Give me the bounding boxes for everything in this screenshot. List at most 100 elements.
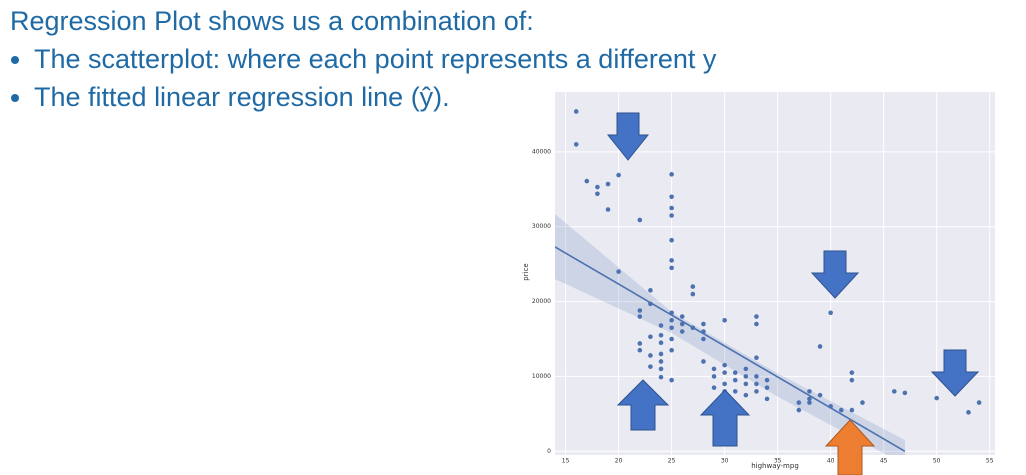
confidence-band: [555, 213, 905, 455]
scatter-point: [711, 366, 717, 372]
scatter-point: [860, 400, 865, 405]
slide-title: Regression Plot shows us a combination o…: [10, 6, 534, 36]
scatter-point: [658, 366, 664, 372]
scatter-point: [669, 237, 674, 243]
x-tick-label: 15: [562, 458, 570, 465]
scatter-point: [637, 314, 643, 319]
scatter-point: [648, 364, 653, 369]
scatter-point: [669, 317, 674, 323]
x-tick-label: 40: [827, 458, 835, 465]
scatter-point: [722, 381, 727, 387]
scatter-point: [669, 172, 674, 177]
scatter-point: [658, 332, 664, 338]
scatter-point: [754, 389, 759, 394]
x-tick-label: 25: [668, 458, 676, 465]
y-tick-label: 40000: [532, 148, 551, 155]
scatter-point: [679, 314, 685, 319]
scatter-point: [605, 207, 611, 212]
scatter-point: [754, 314, 759, 319]
scatter-point: [807, 396, 812, 402]
scatter-point: [711, 374, 717, 379]
scatter-point: [722, 317, 727, 323]
arrows: [606, 112, 980, 475]
scatter-point: [584, 178, 590, 184]
scatter-point: [605, 181, 611, 187]
scatter-point: [743, 392, 749, 398]
scatter-point: [838, 407, 844, 413]
x-tick-label: 55: [986, 458, 994, 465]
x-tick-label: 20: [615, 458, 623, 465]
scatter-point: [722, 362, 727, 368]
x-tick-label: 45: [880, 458, 888, 465]
scatter-point: [669, 258, 674, 263]
regression-line: [555, 246, 906, 452]
y-tick-label: 20000: [532, 298, 551, 305]
arrow-down: [810, 250, 860, 299]
y-axis-label: price: [522, 263, 530, 280]
arrow-down: [606, 112, 650, 161]
scatter-point: [648, 353, 653, 358]
arrow-down: [930, 349, 980, 397]
scatter-point: [732, 377, 738, 383]
scatter-point: [743, 366, 749, 372]
scatter-point: [976, 400, 982, 405]
scatter-point: [648, 288, 653, 293]
scatter-point: [743, 381, 749, 387]
scatter-point: [934, 395, 939, 401]
scatter-point: [669, 347, 674, 353]
scatter-point: [648, 334, 653, 340]
scatter-point: [669, 265, 674, 271]
scatter-point: [754, 381, 759, 387]
scatter-point: [701, 336, 706, 342]
labels: highway-mpg price 15 20 25 30 35 40 45 50 55 0 100…: [522, 148, 994, 470]
x-tick-label: 35: [774, 458, 782, 465]
scatter-point: [849, 370, 855, 375]
scatter-point: [796, 400, 802, 405]
scatter-point: [891, 389, 897, 394]
scatter-point: [764, 377, 770, 383]
scatter-point: [743, 374, 749, 379]
scatter-point: [658, 340, 664, 346]
scatter-point: [764, 396, 770, 402]
x-tick-label: 30: [721, 458, 729, 465]
scatter-point: [637, 308, 643, 313]
scatter-point: [669, 336, 674, 342]
scatter-point: [807, 389, 812, 394]
arrow-up: [616, 379, 670, 431]
scatter-point: [637, 217, 643, 223]
scatter-point: [658, 351, 664, 357]
scatter-point: [711, 385, 717, 390]
arrow-up: [699, 389, 751, 447]
scatter-point: [679, 321, 685, 327]
y-tick-label: 10000: [532, 373, 551, 380]
scatter-point: [732, 389, 738, 394]
scatter-point: [701, 321, 706, 327]
scatter-point: [658, 359, 664, 364]
scatter-point: [796, 407, 802, 413]
scatter-point: [616, 269, 621, 274]
scatter-point: [669, 205, 674, 211]
scatter-point: [658, 323, 664, 328]
scatter-point: [637, 347, 643, 353]
y-tick-label: 0: [547, 448, 551, 455]
bullet-list: The scatterplot: where each point repres…: [10, 40, 716, 116]
scatter-point: [701, 359, 706, 364]
scatter-point: [616, 172, 621, 178]
scatter-point: [669, 194, 674, 200]
x-tick-label: 50: [933, 458, 941, 465]
scatter-point: [690, 284, 696, 289]
scatter-point: [595, 191, 600, 197]
scatter-point: [732, 370, 738, 375]
scatter-point: [849, 407, 855, 413]
scatter-point: [817, 392, 823, 398]
bullet: The scatterplot: where each point repres…: [34, 40, 716, 78]
scatter-point: [669, 325, 674, 331]
scatter-point: [669, 377, 674, 383]
scatter-point: [754, 355, 759, 361]
x-axis-label: highway-mpg: [751, 462, 799, 470]
scatter-point: [690, 291, 696, 297]
scatter-point: [573, 109, 579, 114]
scatter-point: [828, 310, 833, 316]
scatter-point: [966, 410, 971, 415]
